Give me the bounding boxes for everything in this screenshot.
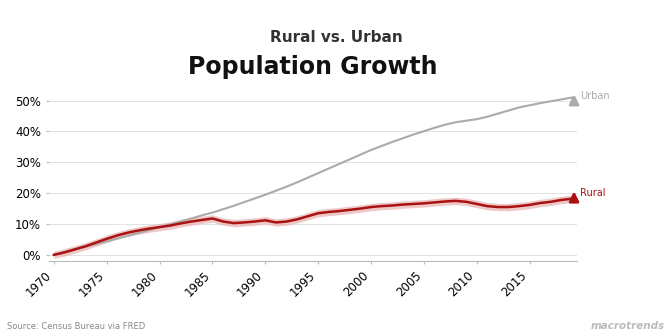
Text: macrotrends: macrotrends bbox=[591, 321, 665, 331]
Text: Source: Census Bureau via FRED: Source: Census Bureau via FRED bbox=[7, 322, 145, 331]
Text: Rural: Rural bbox=[581, 188, 606, 198]
Title: Population Growth: Population Growth bbox=[188, 55, 437, 79]
Text: Urban: Urban bbox=[581, 91, 610, 101]
Text: Rural vs. Urban: Rural vs. Urban bbox=[269, 30, 403, 45]
